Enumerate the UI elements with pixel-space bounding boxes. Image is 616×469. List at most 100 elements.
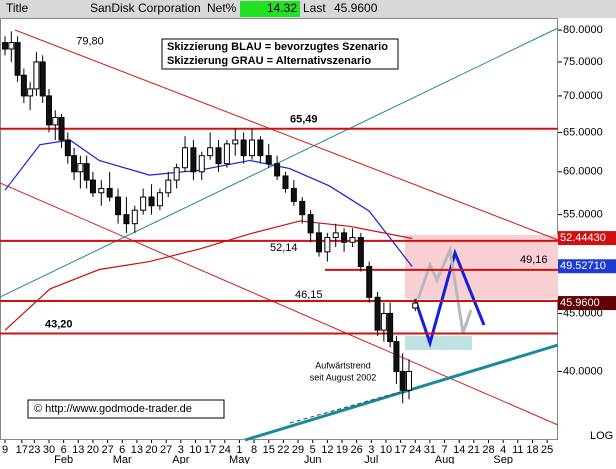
- y-tick-label: 70.0000: [563, 90, 603, 102]
- candle-body: [265, 155, 272, 165]
- uptrend-line: [244, 343, 559, 442]
- candle-body: [52, 116, 59, 126]
- x-tick-label: 11: [512, 444, 523, 456]
- x-tick-label: 18: [526, 444, 538, 456]
- candle-body: [349, 237, 356, 243]
- copyright: © http://www.godmode-trader.de: [34, 403, 192, 415]
- x-tick-label: 1: [236, 444, 242, 456]
- candle-body: [374, 296, 381, 331]
- header-title: Title: [6, 1, 29, 15]
- candle-body: [39, 61, 46, 97]
- month-label: Jul: [364, 454, 378, 464]
- candle-body: [332, 232, 339, 239]
- candle-body: [366, 266, 373, 298]
- y-tick-label: 65.0000: [563, 126, 603, 138]
- candle-body: [8, 42, 15, 50]
- candle-body: [257, 139, 264, 157]
- x-tick-label: 4: [500, 444, 506, 456]
- candle-body: [89, 179, 96, 194]
- y-tick-label: 45.0000: [563, 307, 603, 319]
- net-value: 14.32: [267, 1, 297, 15]
- x-tick-label: 13: [72, 444, 84, 456]
- last-label: Last: [303, 1, 326, 15]
- trend-note: seit August 2002: [310, 372, 377, 382]
- candle-body: [324, 237, 331, 253]
- month-label: Feb: [54, 454, 73, 464]
- candle-body: [14, 42, 21, 76]
- level-label: 49,16: [520, 254, 548, 266]
- candle-body: [106, 187, 113, 198]
- candle-body: [33, 61, 40, 90]
- x-tick-label: 20: [87, 444, 99, 456]
- uptrend-pointer: [289, 391, 401, 424]
- candle-body: [380, 312, 387, 331]
- candle-body: [173, 167, 180, 181]
- level-label: 52,14: [270, 242, 298, 254]
- candle-body: [83, 163, 90, 181]
- y-tick-label: 75.0000: [563, 56, 603, 68]
- candle-body: [182, 147, 189, 169]
- x-tick-label: 27: [101, 444, 113, 456]
- header-bg: [0, 0, 616, 18]
- x-tick-label: 7: [441, 444, 447, 456]
- x-tick-label: 26: [351, 444, 363, 456]
- blue-scenario: [413, 248, 486, 349]
- candle-body: [405, 370, 412, 391]
- candle-body: [45, 95, 52, 126]
- candle-body: [240, 139, 247, 157]
- candle-body: [123, 214, 130, 225]
- month-label: Aug: [435, 454, 455, 464]
- x-tick-label: 21: [468, 444, 480, 456]
- ma-line: [4, 139, 413, 267]
- legend-line: Skizzierung BLAU = bevorzugtes Szenario: [167, 41, 388, 53]
- channel-top: [14, 29, 559, 241]
- trend-line: [0, 27, 559, 298]
- x-tick-label: 22: [277, 444, 289, 456]
- x-tick-label: 6: [61, 444, 67, 456]
- x-tick-label: 24: [409, 444, 421, 456]
- candle-body: [215, 147, 222, 165]
- level-label: 46,15: [295, 289, 323, 301]
- candle-body: [357, 237, 364, 268]
- x-tick-label: 13: [131, 444, 143, 456]
- candle-body: [207, 147, 214, 157]
- x-tick-label: 24: [219, 444, 231, 456]
- x-tick-label: 19: [336, 444, 348, 456]
- x-tick-label: 3: [368, 444, 374, 456]
- plot: 40.0000 45.0000 55.0000 60.0000 65.0000 70.00…: [0, 24, 616, 466]
- candle-body: [341, 232, 348, 243]
- y-tick-label: 80.0000: [563, 24, 603, 36]
- candle-body: [290, 187, 297, 202]
- header: Title SanDisk Corporation Net% 14.32 Las…: [0, 0, 616, 18]
- x-tick-label: 17: [394, 444, 406, 456]
- candle-body: [393, 341, 400, 372]
- x-tick-label: 23: [28, 444, 40, 456]
- last-value: 45.9600: [334, 1, 378, 15]
- channel-bottom: [0, 182, 559, 426]
- candle-body: [2, 42, 9, 50]
- month-label: May: [229, 454, 250, 464]
- x-tick-label: 28: [482, 444, 494, 456]
- candle-body: [387, 312, 394, 343]
- candle-body: [20, 74, 27, 97]
- price-tag: [558, 296, 616, 311]
- price-tag-label: 49.52710: [560, 260, 606, 272]
- price-tag: [558, 231, 616, 246]
- candle-body: [249, 139, 255, 157]
- month-label: Mar: [113, 454, 132, 464]
- x-tick-label: 10: [189, 444, 201, 456]
- level-label: 43,20: [45, 318, 73, 330]
- candle-body: [399, 370, 406, 391]
- x-tick-label: 5: [310, 444, 316, 456]
- y-tick-label: 40.0000: [563, 365, 603, 377]
- candle-body: [165, 179, 172, 194]
- candle-body: [274, 163, 281, 177]
- candle-body: [307, 214, 314, 234]
- x-tick-label: 17: [204, 444, 216, 456]
- x-tick-label: 9: [2, 444, 8, 456]
- legend-line: Skizzierung GRAU = Alternativszenario: [167, 55, 371, 67]
- candle-body: [190, 147, 197, 173]
- x-tick-label: 15: [263, 444, 275, 456]
- y-tick-label: 60.0000: [563, 166, 603, 178]
